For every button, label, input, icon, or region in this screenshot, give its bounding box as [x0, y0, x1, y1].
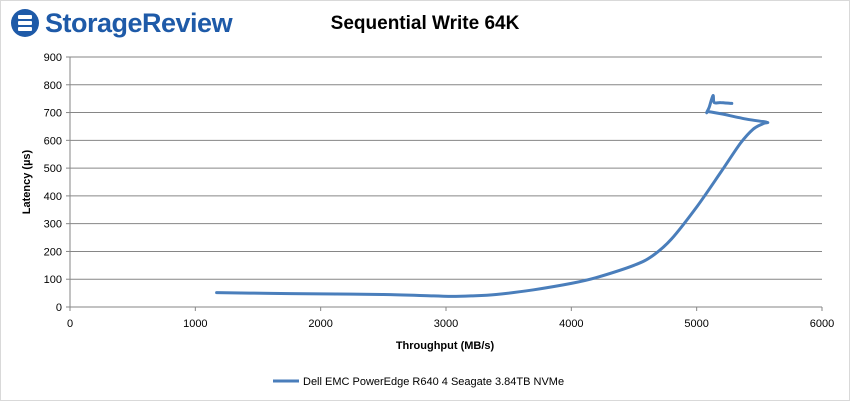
data-series	[215, 94, 770, 298]
y-tick-label-8: 800	[44, 80, 62, 92]
y-tick-label-1: 100	[44, 274, 62, 286]
y-tick-label-6: 600	[44, 135, 62, 147]
logo-text: StorageReview	[45, 7, 233, 38]
x-axis-title: Throughput (MB/s)	[396, 340, 495, 352]
y-tick-label-7: 700	[44, 108, 62, 120]
y-tick-label-0: 0	[56, 302, 62, 314]
x-tick-label-2: 2000	[308, 318, 332, 330]
x-tick-label-5: 5000	[684, 318, 708, 330]
y-tick-label-3: 300	[44, 219, 62, 231]
y-tick-labels: 0 100 200 300 400 500 600 700 800 900	[44, 52, 62, 314]
y-tick-label-4: 400	[44, 191, 62, 203]
storagereview-logo: StorageReview	[10, 7, 233, 39]
x-tick-label-3: 3000	[434, 318, 458, 330]
series-line-0	[215, 94, 770, 298]
grid-lines	[70, 56, 822, 280]
x-tick-label-0: 0	[67, 318, 73, 330]
y-tick-label-9: 900	[44, 52, 62, 64]
y-axis-title: Latency (µs)	[21, 149, 33, 214]
x-tick-labels: 0 1000 2000 3000 4000 5000 6000	[67, 318, 834, 330]
legend: Dell EMC PowerEdge R640 4 Seagate 3.84TB…	[273, 376, 564, 388]
axes	[66, 56, 823, 311]
y-tick-label-2: 200	[44, 246, 62, 258]
x-tick-label-1: 1000	[183, 318, 207, 330]
chart-title: Sequential Write 64K	[330, 13, 520, 34]
y-tick-label-5: 500	[44, 163, 62, 175]
x-tick-label-4: 4000	[559, 318, 583, 330]
legend-label: Dell EMC PowerEdge R640 4 Seagate 3.84TB…	[303, 376, 564, 388]
storagereview-logo-icon	[11, 9, 39, 37]
x-tick-label-6: 6000	[810, 318, 834, 330]
